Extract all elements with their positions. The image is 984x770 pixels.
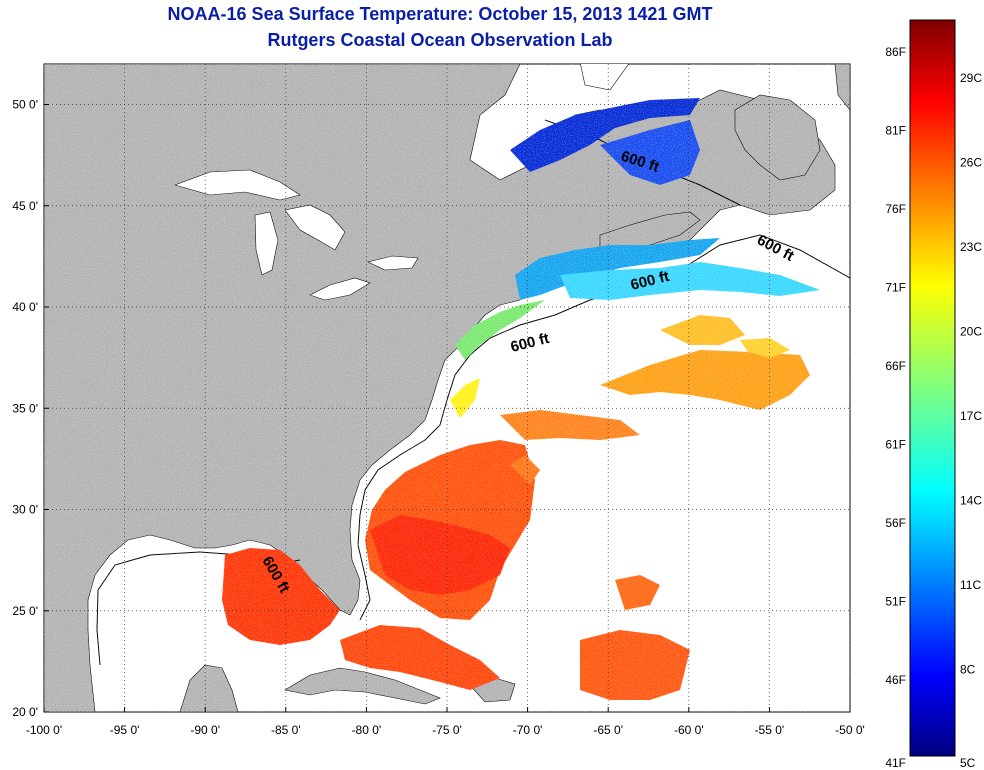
- x-tick-label: -50 0': [835, 723, 865, 737]
- y-tick-label: 45 0': [12, 199, 38, 213]
- y-tick-label: 30 0': [12, 503, 38, 517]
- x-tick-label: -75 0': [432, 723, 462, 737]
- colorbar-f-label: 86F: [885, 45, 906, 59]
- colorbar-f-label: 81F: [885, 124, 906, 138]
- x-tick-label: -70 0': [513, 723, 543, 737]
- chart-subtitle: Rutgers Coastal Ocean Observation Lab: [267, 30, 613, 50]
- y-tick-label: 35 0': [12, 401, 38, 415]
- x-tick-label: -60 0': [674, 723, 704, 737]
- colorbar-c-label: 17C: [960, 409, 982, 423]
- x-tick-label: -100 0': [26, 723, 62, 737]
- colorbar-f-label: 71F: [885, 281, 906, 295]
- y-tick-label: 50 0': [12, 98, 38, 112]
- colorbar-f-label: 61F: [885, 438, 906, 452]
- x-axis: -100 0' -95 0' -90 0' -85 0' -80 0' -75 0' -70…: [26, 707, 865, 737]
- colorbar-f-label: 66F: [885, 359, 906, 373]
- colorbar-c-label: 5C: [960, 756, 976, 770]
- x-tick-label: -80 0': [352, 723, 382, 737]
- map-grid: [44, 64, 850, 712]
- x-tick-label: -95 0': [110, 723, 140, 737]
- colorbar-c-label: 23C: [960, 240, 982, 254]
- colorbar-f-label: 76F: [885, 202, 906, 216]
- colorbar: 86F 81F 76F 71F 66F 61F 56F 51F 46F 41F 29C 26C 23C…: [885, 19, 982, 770]
- colorbar-celsius-labels: 29C 26C 23C 20C 17C 14C 11C 8C 5C: [960, 71, 982, 770]
- colorbar-f-label: 51F: [885, 595, 906, 609]
- y-tick-label: 20 0': [12, 705, 38, 719]
- colorbar-c-label: 8C: [960, 663, 976, 677]
- colorbar-fahrenheit-labels: 86F 81F 76F 71F 66F 61F 56F 51F 46F 41F: [885, 45, 906, 770]
- chart-title: NOAA-16 Sea Surface Temperature: October…: [167, 4, 713, 24]
- x-tick-label: -65 0': [593, 723, 623, 737]
- y-axis: 20 0' 25 0' 30 0' 35 0' 40 0' 45 0' 50 0': [12, 98, 49, 719]
- colorbar-c-label: 11C: [960, 578, 981, 592]
- x-tick-label: -55 0': [755, 723, 785, 737]
- colorbar-f-label: 46F: [885, 673, 906, 687]
- colorbar-c-label: 14C: [960, 494, 982, 508]
- colorbar-f-label: 56F: [885, 516, 906, 530]
- y-tick-label: 25 0': [12, 604, 38, 618]
- x-tick-label: -85 0': [271, 723, 301, 737]
- colorbar-f-label: 41F: [885, 756, 906, 770]
- y-tick-label: 40 0': [12, 300, 38, 314]
- colorbar-c-label: 29C: [960, 71, 982, 85]
- colorbar-c-label: 26C: [960, 156, 982, 170]
- colorbar-c-label: 20C: [960, 325, 982, 339]
- colorbar-gradient: [909, 19, 956, 757]
- x-tick-label: -90 0': [190, 723, 220, 737]
